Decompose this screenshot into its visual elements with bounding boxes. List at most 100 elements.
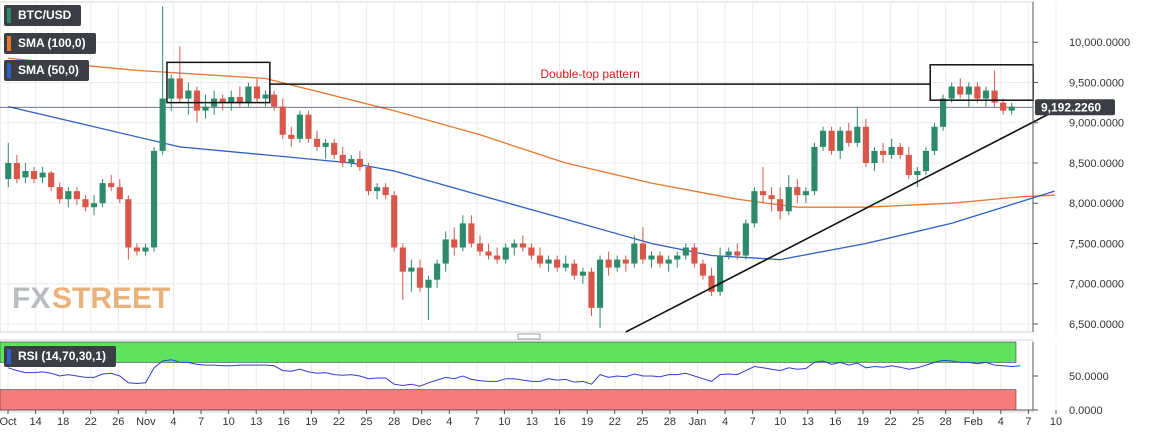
candle-body	[434, 263, 441, 280]
candle-body	[399, 247, 406, 272]
candle-body	[391, 195, 398, 248]
legend-swatch	[7, 349, 11, 364]
legend-label: RSI (14,70,30,1)	[18, 349, 107, 363]
candle-body	[373, 187, 381, 192]
rsi-tick-label: 50.0000	[1069, 371, 1109, 383]
legend-rsi[interactable]: RSI (14,70,30,1)	[4, 346, 117, 367]
x-tick-label: 19	[581, 416, 593, 428]
candle-body	[485, 251, 492, 256]
x-tick-label: Oct	[0, 416, 17, 428]
x-tick-label: Feb	[964, 416, 983, 428]
candle-body	[777, 199, 784, 212]
candle-body	[734, 251, 741, 256]
candle-body	[648, 255, 655, 260]
fxstreet-watermark: FX STREET	[12, 282, 170, 315]
svg-text:FX: FX	[12, 282, 50, 315]
x-tick-label: 16	[278, 416, 290, 428]
axes: 10,000.0000 9,500.0000 9,000.0000 8,500.000…	[0, 2, 1130, 428]
candle-body	[965, 86, 972, 95]
candle-body	[957, 86, 964, 95]
candle-body	[39, 172, 46, 178]
candle-body	[656, 255, 664, 264]
candle-body	[408, 267, 415, 272]
candle-body	[665, 259, 672, 264]
x-tick-label: 28	[664, 416, 676, 428]
x-tick-label: 16	[553, 416, 565, 428]
candle-body	[682, 247, 689, 256]
candle-body	[605, 259, 612, 268]
legend-swatch	[7, 8, 11, 23]
rsi-line	[8, 359, 1021, 387]
candle-body	[245, 86, 252, 103]
candle-body	[528, 247, 535, 256]
sma-100-line	[8, 57, 1055, 208]
x-tick-label: 7	[198, 416, 204, 428]
candle-body	[142, 247, 149, 252]
x-tick-label: 28	[388, 416, 400, 428]
x-tick-label: 4	[446, 416, 452, 428]
candle-body	[185, 90, 192, 99]
legend-sma-50[interactable]: SMA (50,0)	[4, 60, 89, 81]
legend-label: SMA (100,0)	[18, 36, 86, 50]
double-top-box-left	[166, 61, 271, 104]
candle-body	[159, 98, 166, 151]
candle-body	[554, 259, 561, 268]
candle-body	[73, 191, 80, 200]
candle-body	[356, 158, 364, 167]
candle-body	[717, 255, 724, 292]
candle-body	[253, 86, 261, 99]
candle-body	[494, 255, 501, 260]
candle-body	[871, 150, 878, 163]
sma-50-line	[8, 105, 1055, 261]
candle-body	[674, 255, 681, 260]
x-tick-label: 25	[912, 416, 924, 428]
candle-body	[22, 171, 29, 178]
x-tick-label: 13	[526, 416, 538, 428]
candle-body	[639, 243, 647, 260]
rsi-panel	[0, 339, 1057, 413]
support-trendline	[625, 105, 1064, 333]
candle-body	[845, 130, 852, 143]
candle-body	[897, 146, 904, 155]
candle-body	[768, 195, 775, 200]
candle-body	[56, 187, 63, 200]
candle-body	[13, 162, 20, 180]
candle-body	[271, 94, 278, 107]
x-tick-label: 19	[857, 416, 869, 428]
candle-body	[511, 243, 518, 248]
x-tick-label: 10	[1050, 416, 1062, 428]
legend-btcusd[interactable]: BTC/USD	[4, 5, 82, 26]
candle-body	[811, 146, 818, 192]
candle-body	[279, 106, 286, 135]
candle-body	[382, 187, 389, 196]
candle-body	[1000, 102, 1007, 111]
legend-sma-100[interactable]: SMA (100,0)	[4, 33, 96, 54]
candle-body	[562, 263, 569, 268]
candle-body	[416, 267, 424, 288]
candle-body	[828, 130, 835, 151]
candle-body	[837, 130, 844, 151]
price-tick-label: 10,000.0000	[1069, 37, 1130, 49]
candle-body	[545, 259, 552, 264]
candle-body	[571, 263, 578, 276]
candle-body	[65, 191, 72, 200]
price-tick-label: 7,500.0000	[1069, 238, 1124, 250]
x-tick-label: 26	[112, 416, 124, 428]
x-tick-label: 7	[1025, 416, 1031, 428]
x-tick-label: 14	[29, 416, 41, 428]
x-tick-label: 28	[940, 416, 952, 428]
candle-body	[940, 98, 947, 127]
candle-body	[854, 126, 861, 143]
candle-body	[322, 142, 329, 147]
candle-body	[622, 259, 629, 264]
price-tick-label: 8,000.0000	[1069, 198, 1124, 210]
candle-body	[991, 90, 998, 103]
x-tick-label: 18	[57, 416, 69, 428]
candle-body	[1008, 106, 1015, 111]
x-tick-label: 4	[170, 416, 176, 428]
x-tick-label: 22	[333, 416, 345, 428]
price-tick-label: 7,000.0000	[1069, 279, 1124, 291]
svg-text:STREET: STREET	[52, 282, 170, 315]
legend-swatch	[7, 63, 11, 78]
x-tick-label: 25	[360, 416, 372, 428]
